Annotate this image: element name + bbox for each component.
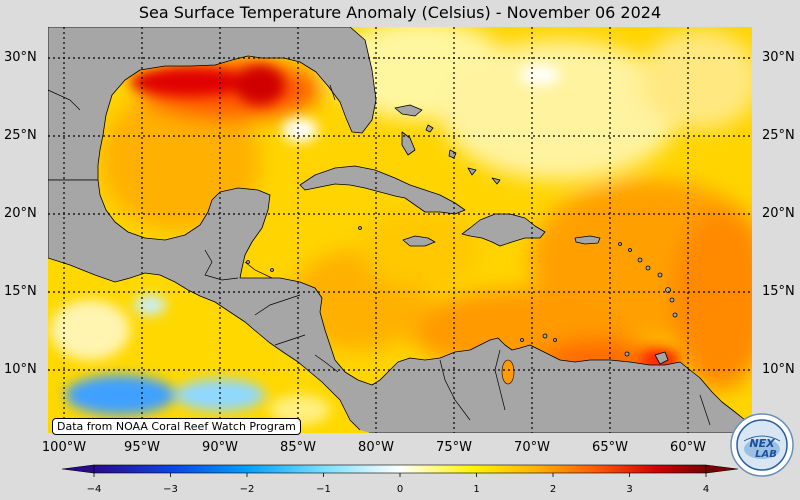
hispaniola bbox=[461, 213, 546, 247]
bahamas-5 bbox=[491, 177, 501, 185]
lat-label-15n-right: 15°N bbox=[762, 284, 795, 299]
puerto-rico bbox=[574, 235, 601, 245]
graticule bbox=[48, 27, 752, 433]
colorbar-tick-label: −2 bbox=[239, 484, 255, 495]
cuba bbox=[299, 165, 466, 215]
jamaica bbox=[402, 235, 436, 247]
lon-label-65w: 65°W bbox=[592, 440, 628, 455]
colorbar-tick-label: 0 bbox=[396, 484, 404, 495]
colorbar bbox=[61, 464, 739, 477]
islands bbox=[246, 104, 678, 365]
colorbar-tick-label: 2 bbox=[549, 484, 557, 495]
trinidad bbox=[654, 351, 669, 365]
pacific-ocean bbox=[48, 257, 370, 433]
colorbar-tick-label: −4 bbox=[86, 484, 102, 495]
colorbar-tick-label: 4 bbox=[702, 484, 710, 495]
lake-maracaibo bbox=[501, 359, 515, 385]
bahamas-2 bbox=[425, 124, 434, 133]
andros-island bbox=[394, 104, 423, 117]
colorbar-tick-label: 1 bbox=[473, 484, 480, 495]
lat-label-10n-left: 10°N bbox=[4, 362, 37, 377]
colorbar-tick-label: 3 bbox=[626, 484, 633, 495]
lat-label-25n-left: 25°N bbox=[4, 128, 37, 143]
lat-label-20n-left: 20°N bbox=[4, 206, 37, 221]
lat-label-20n-right: 20°N bbox=[762, 206, 795, 221]
lon-label-75w: 75°W bbox=[436, 440, 472, 455]
svg-text:NEX: NEX bbox=[749, 437, 775, 450]
colorbar-tick-label: −1 bbox=[316, 484, 331, 495]
north-america-land bbox=[48, 27, 377, 181]
svg-text:LAB: LAB bbox=[755, 449, 777, 460]
lat-label-10n-right: 10°N bbox=[762, 362, 795, 377]
lat-label-25n-right: 25°N bbox=[762, 128, 795, 143]
country-borders bbox=[47, 84, 711, 426]
lon-label-70w: 70°W bbox=[514, 440, 550, 455]
data-credit-label: Data from NOAA Coral Reef Watch Program bbox=[52, 418, 301, 435]
lon-label-95w: 95°W bbox=[124, 440, 160, 455]
colorbar-tick-label: −3 bbox=[163, 484, 178, 495]
lat-label-30n-right: 30°N bbox=[762, 50, 795, 65]
lat-label-15n-left: 15°N bbox=[4, 284, 37, 299]
lon-label-90w: 90°W bbox=[202, 440, 238, 455]
nexlab-logo: NEX LAB bbox=[730, 413, 794, 477]
lat-label-30n-left: 30°N bbox=[4, 50, 37, 65]
bahamas-4 bbox=[467, 167, 477, 176]
lon-label-60w: 60°W bbox=[670, 440, 706, 455]
bahamas-1 bbox=[401, 131, 416, 156]
lon-label-100w: 100°W bbox=[41, 440, 87, 455]
map-title: Sea Surface Temperature Anomaly (Celsius… bbox=[138, 3, 662, 22]
lon-label-80w: 80°W bbox=[358, 440, 394, 455]
lon-label-85w: 85°W bbox=[280, 440, 316, 455]
